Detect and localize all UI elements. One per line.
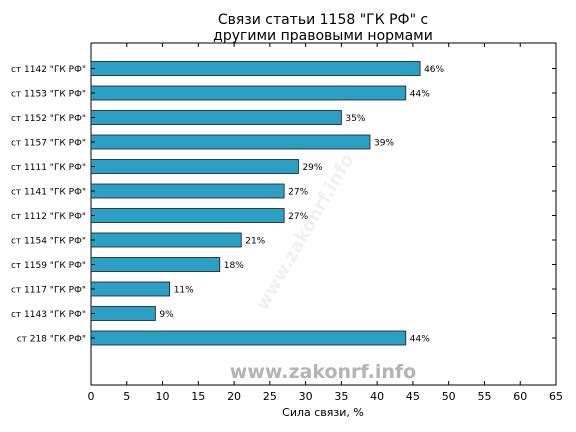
x-axis-title: Сила связи, %: [282, 406, 364, 419]
bar: [90, 281, 171, 297]
value-label: 27%: [288, 188, 308, 198]
bar: [90, 232, 242, 248]
bar: [90, 306, 156, 321]
bars: [90, 61, 421, 346]
category-label: ст 218 "ГК РФ": [17, 335, 86, 345]
category-label: ст 1117 "ГК РФ": [11, 286, 86, 296]
x-tick-label: 10: [156, 390, 170, 403]
x-tick-label: 30: [299, 390, 313, 403]
bar: [90, 330, 407, 346]
category-label: ст 1143 "ГК РФ": [11, 310, 86, 320]
value-labels: 46% 44% 35% 39% 29% 27% 27% 21% 18% 11% 9% 44%: [159, 65, 444, 345]
value-label: 29%: [302, 163, 322, 173]
value-label: 11%: [174, 286, 194, 296]
x-tick-label: 15: [191, 390, 205, 403]
category-label: ст 1159 "ГК РФ": [11, 261, 86, 271]
value-label: 27%: [288, 212, 308, 222]
bar: [90, 61, 421, 76]
x-tick-label: 65: [549, 390, 563, 403]
bar: [90, 85, 407, 101]
bar: [90, 159, 299, 174]
value-label: 21%: [245, 237, 265, 247]
category-label: ст 1111 "ГК РФ": [11, 163, 86, 173]
x-tick-label: 60: [513, 390, 527, 403]
chart-title-line-1: Связи статьи 1158 "ГК РФ" с: [218, 12, 428, 28]
value-label: 9%: [159, 310, 174, 320]
x-tick-label: 35: [334, 390, 348, 403]
bar: [90, 134, 371, 150]
value-label: 39%: [374, 139, 394, 149]
category-label: ст 1152 "ГК РФ": [11, 114, 86, 124]
x-tick-label: 45: [406, 390, 420, 403]
x-tick-label: 25: [263, 390, 277, 403]
category-label: ст 1154 "ГК РФ": [11, 237, 86, 247]
watermark: www.zakonrf.info: [230, 361, 416, 383]
bar: [90, 257, 221, 272]
category-label: ст 1142 "ГК РФ": [11, 65, 86, 75]
bar: [90, 110, 342, 125]
x-tick-label: 55: [477, 390, 491, 403]
category-label: ст 1153 "ГК РФ": [11, 90, 86, 100]
value-label: 35%: [345, 114, 365, 124]
category-labels: ст 1142 "ГК РФ" ст 1153 "ГК РФ" ст 1152 "Г…: [11, 65, 556, 345]
bar: [90, 208, 285, 223]
x-tick-label: 40: [370, 390, 384, 403]
value-label: 18%: [224, 261, 244, 271]
x-tick-label: 50: [442, 390, 456, 403]
chart-title-line-2: другими правовыми нормами: [213, 28, 433, 44]
x-tick-label: 0: [88, 390, 95, 403]
x-tick-label: 5: [123, 390, 130, 403]
bar: [90, 183, 285, 199]
value-label: 44%: [410, 335, 430, 345]
value-label: 44%: [410, 90, 430, 100]
category-label: ст 1112 "ГК РФ": [11, 212, 86, 222]
value-label: 46%: [424, 65, 444, 75]
x-axis-ticks: 0 5 10 15 20 25 30 35 40 45 50 55 60 65: [88, 43, 563, 403]
category-label: ст 1157 "ГК РФ": [11, 139, 86, 149]
diagonal-watermark: www.zakonrf.info: [252, 151, 358, 314]
category-label: ст 1141 "ГК РФ": [11, 188, 86, 198]
x-tick-label: 20: [227, 390, 241, 403]
chart-title: Связи статьи 1158 "ГК РФ" с другими прав…: [213, 12, 433, 44]
